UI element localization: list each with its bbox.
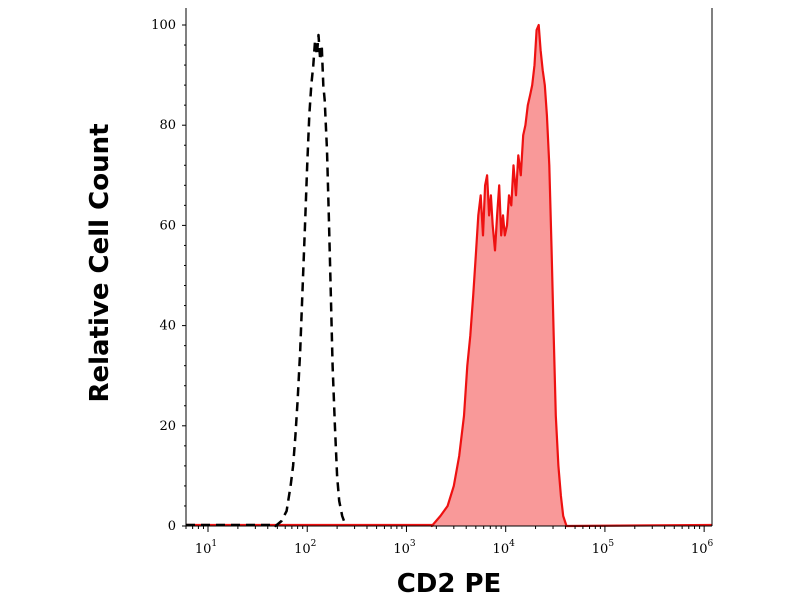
x-tick-label: 101: [195, 539, 217, 557]
y-tick-label: 60: [159, 218, 176, 233]
x-tick-label: 105: [592, 539, 615, 557]
x-tick-label: 103: [393, 539, 416, 557]
y-tick-label: 40: [159, 319, 176, 334]
x-axis-ticks: 101 102 103 104 105 106: [185, 526, 714, 557]
x-tick-label: 102: [294, 539, 316, 557]
y-tick-label: 80: [159, 118, 176, 133]
y-tick-label: 0: [168, 519, 176, 534]
x-axis-title: CD2 PE: [397, 569, 502, 599]
plot-area: [186, 23, 713, 528]
y-tick-label: 100: [151, 18, 176, 33]
y-axis-ticks: 0 20 40 60 80 100: [151, 18, 186, 534]
cd2-pe-histogram-line: [186, 23, 713, 528]
control-histogram-dashed-line: [186, 33, 348, 528]
x-tick-label: 104: [493, 539, 516, 557]
y-tick-label: 20: [159, 419, 176, 434]
y-axis-title: Relative Cell Count: [85, 123, 115, 402]
x-tick-label: 106: [691, 539, 714, 557]
